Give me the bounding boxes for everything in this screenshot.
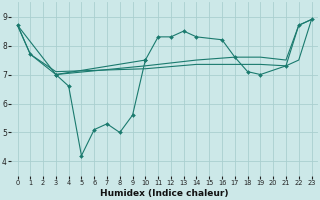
X-axis label: Humidex (Indice chaleur): Humidex (Indice chaleur) xyxy=(100,189,229,198)
